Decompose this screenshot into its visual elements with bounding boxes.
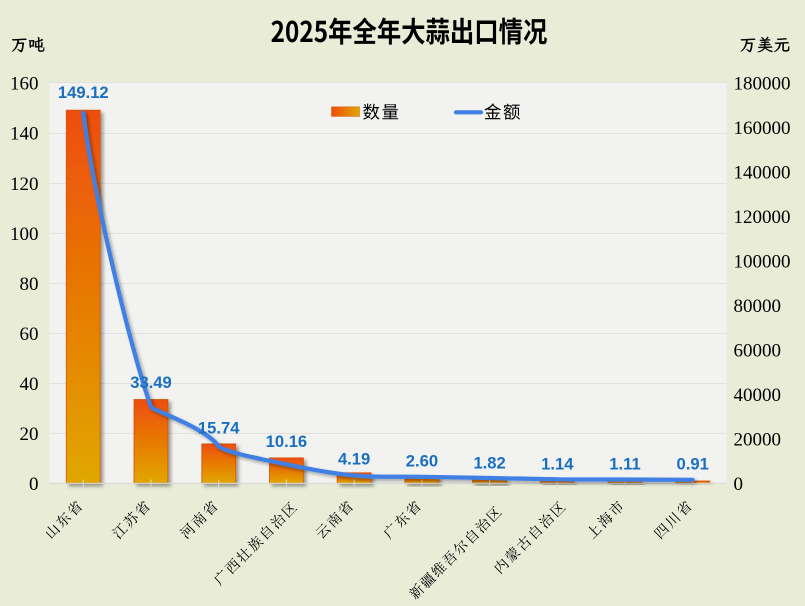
svg-text:1.82: 1.82 <box>473 454 505 473</box>
svg-text:33.49: 33.49 <box>130 373 172 392</box>
svg-text:10.16: 10.16 <box>266 432 308 451</box>
svg-text:80: 80 <box>20 274 39 295</box>
svg-text:60000: 60000 <box>734 341 782 362</box>
svg-text:40: 40 <box>20 374 39 395</box>
svg-text:40000: 40000 <box>734 385 782 406</box>
svg-text:140: 140 <box>10 124 39 145</box>
svg-text:1.11: 1.11 <box>609 455 640 474</box>
svg-text:100000: 100000 <box>734 252 791 273</box>
svg-text:0.91: 0.91 <box>677 455 709 474</box>
svg-text:20: 20 <box>20 424 39 445</box>
svg-text:4.19: 4.19 <box>338 450 370 469</box>
svg-text:0: 0 <box>734 474 744 495</box>
svg-text:149.12: 149.12 <box>58 83 109 102</box>
svg-text:2.60: 2.60 <box>406 452 438 471</box>
svg-text:160: 160 <box>10 74 39 95</box>
svg-text:120000: 120000 <box>734 207 791 228</box>
svg-text:60: 60 <box>20 324 39 345</box>
svg-text:15.74: 15.74 <box>198 419 240 438</box>
svg-text:1.14: 1.14 <box>541 455 574 474</box>
svg-text:100: 100 <box>10 224 39 245</box>
svg-text:0: 0 <box>29 474 39 495</box>
svg-text:80000: 80000 <box>734 296 782 317</box>
svg-text:140000: 140000 <box>734 163 791 184</box>
svg-text:120: 120 <box>10 174 39 195</box>
svg-text:180000: 180000 <box>734 74 791 95</box>
svg-text:20000: 20000 <box>734 430 782 451</box>
svg-text:160000: 160000 <box>734 118 791 139</box>
